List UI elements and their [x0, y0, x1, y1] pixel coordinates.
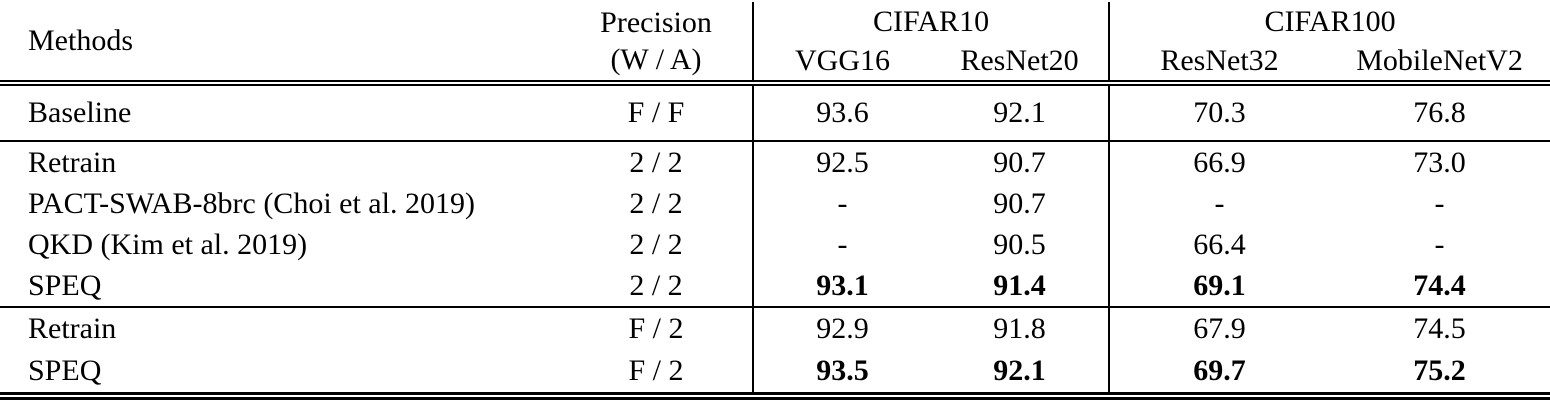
resnet32-value-cell: 67.9 [1108, 307, 1330, 350]
vgg16-value-cell: 92.9 [752, 307, 931, 350]
full-weight-2bit-group: Retrain F / 2 92.9 91.8 67.9 74.5 SPEQ F… [0, 307, 1550, 396]
results-table: Methods Precision (W / A) CIFAR10 CIFAR1… [0, 2, 1550, 400]
table-row-pact-swab: PACT-SWAB-8brc (Choi et al. 2019) 2 / 2 … [0, 183, 1550, 224]
precision-cell: 2 / 2 [629, 227, 683, 261]
mobilenetv2-value-cell: 73.0 [1413, 145, 1466, 179]
resnet32-value-cell: 69.7 [1108, 350, 1330, 396]
resnet20-value-cell: 90.7 [993, 145, 1046, 179]
method-cell: Retrain [28, 145, 117, 179]
header-row-1: Methods Precision (W / A) CIFAR10 CIFAR1… [0, 2, 1550, 76]
methods-column-header: Methods [28, 24, 133, 57]
resnet32-value-cell: 66.4 [1108, 224, 1330, 265]
precision-column-header: Precision (W / A) [560, 2, 753, 83]
mobilenetv2-value-cell: 74.5 [1413, 312, 1466, 345]
precision-cell: F / 2 [628, 354, 684, 387]
precision-cell: F / F [627, 96, 685, 129]
mobilenetv2-value-cell: - [1434, 186, 1445, 220]
resnet20-value-cell: 92.1 [993, 354, 1046, 387]
method-cell: PACT-SWAB-8brc (Choi et al. 2019) [28, 186, 475, 220]
cifar100-group-header: CIFAR100 [1108, 2, 1550, 41]
table-row-baseline: Baseline F / F 93.6 92.1 70.3 76.8 [0, 83, 1550, 141]
precision-cell: 2 / 2 [629, 186, 683, 220]
resnet20-value-cell: 90.7 [993, 186, 1046, 220]
mobilenetv2-value-cell: 74.4 [1413, 268, 1466, 302]
vgg16-value-cell: - [752, 224, 931, 265]
table-row-speq-f2: SPEQ F / 2 93.5 92.1 69.7 75.2 [0, 350, 1550, 396]
resnet20-value-cell: 91.4 [993, 268, 1046, 302]
mobilenetv2-value-cell: 76.8 [1413, 96, 1466, 129]
resnet32-value-cell: 70.3 [1108, 83, 1330, 141]
method-cell: Retrain [28, 312, 117, 345]
vgg16-value-cell: 93.5 [752, 350, 931, 396]
vgg16-value-cell: 93.1 [752, 265, 931, 307]
mobilenetv2-column-header: MobileNetV2 [1356, 43, 1523, 77]
resnet32-value-cell: - [1108, 183, 1330, 224]
resnet20-value-cell: 92.1 [993, 96, 1046, 129]
resnet32-value-cell: 66.9 [1108, 141, 1330, 183]
table-row-retrain-2bit: Retrain 2 / 2 92.5 90.7 66.9 73.0 [0, 141, 1550, 183]
precision-header-line2: (W / A) [610, 43, 702, 76]
resnet20-value-cell: 90.5 [993, 227, 1046, 261]
resnet20-value-cell: 91.8 [993, 312, 1046, 345]
method-cell: SPEQ [28, 268, 102, 302]
table-row-retrain-f2: Retrain F / 2 92.9 91.8 67.9 74.5 [0, 307, 1550, 350]
resnet32-value-cell: 69.1 [1108, 265, 1330, 307]
resnet20-column-header: ResNet20 [960, 43, 1079, 77]
cifar10-group-header: CIFAR10 [751, 2, 1110, 41]
table-header: Methods Precision (W / A) CIFAR10 CIFAR1… [0, 2, 1550, 83]
method-cell: Baseline [28, 96, 132, 129]
precision-cell: 2 / 2 [629, 268, 683, 302]
table-row-speq-2bit: SPEQ 2 / 2 93.1 91.4 69.1 74.4 [0, 265, 1550, 307]
vgg16-value-cell: - [752, 183, 931, 224]
resnet32-column-header: ResNet32 [1108, 41, 1330, 83]
baseline-group: Baseline F / F 93.6 92.1 70.3 76.8 [0, 83, 1550, 141]
method-cell: SPEQ [28, 354, 102, 387]
vgg16-value-cell: 93.6 [752, 83, 931, 141]
method-cell: QKD (Kim et al. 2019) [28, 227, 308, 261]
vgg16-value-cell: 92.5 [752, 141, 931, 183]
vgg16-column-header: VGG16 [752, 41, 931, 83]
two-bit-group: Retrain 2 / 2 92.5 90.7 66.9 73.0 PACT-S… [0, 141, 1550, 307]
precision-cell: 2 / 2 [629, 145, 683, 179]
precision-cell: F / 2 [628, 312, 684, 345]
table-row-qkd: QKD (Kim et al. 2019) 2 / 2 - 90.5 66.4 … [0, 224, 1550, 265]
mobilenetv2-value-cell: - [1434, 227, 1445, 261]
mobilenetv2-value-cell: 75.2 [1413, 354, 1466, 387]
header-row-2: VGG16 ResNet20 ResNet32 MobileNetV2 [0, 41, 1550, 83]
precision-header-line1: Precision [600, 6, 712, 39]
